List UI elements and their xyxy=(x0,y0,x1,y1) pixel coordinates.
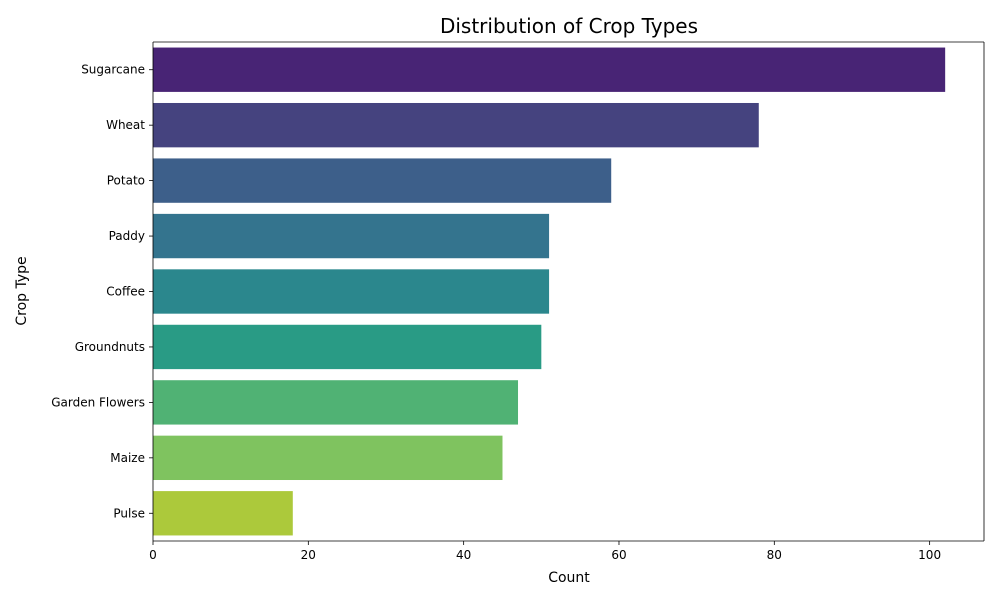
y-tick-label: Potato xyxy=(107,174,145,188)
chart-title: Distribution of Crop Types xyxy=(440,14,698,38)
y-tick-label: Maize xyxy=(110,451,145,465)
x-tick-label: 80 xyxy=(767,548,782,562)
bar-wheat xyxy=(153,102,759,148)
y-tick-label: Wheat xyxy=(106,118,145,132)
bar-coffee xyxy=(153,269,550,314)
bar-potato xyxy=(153,158,612,203)
y-tick-label: Groundnuts xyxy=(75,340,145,354)
bar-garden-flowers xyxy=(153,380,519,425)
y-tick-label: Pulse xyxy=(113,506,145,520)
y-axis-label: Crop Type xyxy=(14,256,30,325)
bar-sugarcane xyxy=(153,47,946,92)
x-tick-label: 20 xyxy=(301,548,316,562)
y-tick-label: Paddy xyxy=(109,229,145,243)
y-tick-label: Garden Flowers xyxy=(51,395,145,409)
y-tick-label: Sugarcane xyxy=(81,63,145,77)
y-tick-label: Coffee xyxy=(106,285,145,299)
x-tick-label: 60 xyxy=(611,548,626,562)
x-tick-label: 100 xyxy=(918,548,941,562)
bar-pulse xyxy=(153,491,293,536)
x-tick-label: 40 xyxy=(456,548,471,562)
ticks-layer: Sugarcane Wheat Potato Paddy Coffee Groundnut… xyxy=(51,63,941,562)
axes-frame xyxy=(152,41,985,542)
bar-groundnuts xyxy=(153,324,542,370)
bar-paddy xyxy=(153,213,550,259)
x-axis-label: Count xyxy=(548,570,590,586)
x-tick-label: 0 xyxy=(149,548,157,562)
bar-maize xyxy=(153,435,503,481)
bars-layer xyxy=(153,47,946,536)
